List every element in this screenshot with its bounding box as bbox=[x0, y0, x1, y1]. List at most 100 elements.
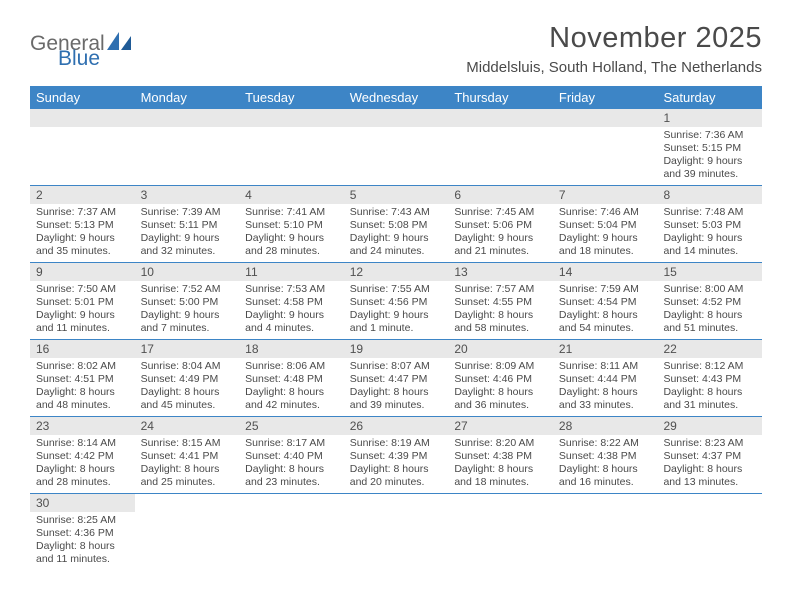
sunrise-text: Sunrise: 8:22 AM bbox=[559, 437, 652, 450]
daylight-text: Daylight: 8 hours bbox=[454, 386, 547, 399]
sunset-text: Sunset: 5:15 PM bbox=[663, 142, 756, 155]
calendar-day bbox=[448, 109, 553, 185]
sunset-text: Sunset: 5:01 PM bbox=[36, 296, 129, 309]
sunrise-text: Sunrise: 7:41 AM bbox=[245, 206, 338, 219]
sunrise-text: Sunrise: 8:07 AM bbox=[350, 360, 443, 373]
sunrise-text: Sunrise: 8:17 AM bbox=[245, 437, 338, 450]
daylight-text: Daylight: 9 hours bbox=[141, 232, 234, 245]
calendar-day: 14Sunrise: 7:59 AMSunset: 4:54 PMDayligh… bbox=[553, 263, 658, 339]
daylight-text: and 20 minutes. bbox=[350, 476, 443, 489]
day-details: Sunrise: 8:20 AMSunset: 4:38 PMDaylight:… bbox=[448, 435, 553, 493]
calendar-day: 5Sunrise: 7:43 AMSunset: 5:08 PMDaylight… bbox=[344, 186, 449, 262]
day-number bbox=[657, 494, 762, 512]
daylight-text: Daylight: 8 hours bbox=[559, 463, 652, 476]
logo-text-blue-wrap: Blue bbox=[58, 47, 100, 71]
weekday-header: Wednesday bbox=[344, 86, 449, 109]
calendar-table: Sunday Monday Tuesday Wednesday Thursday… bbox=[30, 86, 762, 570]
calendar-day: 21Sunrise: 8:11 AMSunset: 4:44 PMDayligh… bbox=[553, 340, 658, 416]
daylight-text: and 48 minutes. bbox=[36, 399, 129, 412]
daylight-text: and 35 minutes. bbox=[36, 245, 129, 258]
daylight-text: and 7 minutes. bbox=[141, 322, 234, 335]
calendar-day: 26Sunrise: 8:19 AMSunset: 4:39 PMDayligh… bbox=[344, 417, 449, 493]
calendar-day: 3Sunrise: 7:39 AMSunset: 5:11 PMDaylight… bbox=[135, 186, 240, 262]
day-details: Sunrise: 8:04 AMSunset: 4:49 PMDaylight:… bbox=[135, 358, 240, 416]
daylight-text: and 42 minutes. bbox=[245, 399, 338, 412]
daylight-text: and 24 minutes. bbox=[350, 245, 443, 258]
daylight-text: and 13 minutes. bbox=[663, 476, 756, 489]
sunrise-text: Sunrise: 8:12 AM bbox=[663, 360, 756, 373]
sunrise-text: Sunrise: 8:20 AM bbox=[454, 437, 547, 450]
day-details: Sunrise: 8:25 AMSunset: 4:36 PMDaylight:… bbox=[30, 512, 135, 570]
daylight-text: Daylight: 9 hours bbox=[663, 155, 756, 168]
calendar-day: 12Sunrise: 7:55 AMSunset: 4:56 PMDayligh… bbox=[344, 263, 449, 339]
calendar-day: 4Sunrise: 7:41 AMSunset: 5:10 PMDaylight… bbox=[239, 186, 344, 262]
daylight-text: Daylight: 8 hours bbox=[141, 386, 234, 399]
daylight-text: and 11 minutes. bbox=[36, 322, 129, 335]
daylight-text: and 39 minutes. bbox=[350, 399, 443, 412]
daylight-text: and 23 minutes. bbox=[245, 476, 338, 489]
daylight-text: Daylight: 8 hours bbox=[454, 463, 547, 476]
day-number bbox=[135, 109, 240, 127]
weekday-header: Friday bbox=[553, 86, 658, 109]
daylight-text: and 1 minute. bbox=[350, 322, 443, 335]
daylight-text: and 11 minutes. bbox=[36, 553, 129, 566]
day-number bbox=[239, 494, 344, 512]
sunrise-text: Sunrise: 8:02 AM bbox=[36, 360, 129, 373]
calendar-day: 9Sunrise: 7:50 AMSunset: 5:01 PMDaylight… bbox=[30, 263, 135, 339]
day-details: Sunrise: 8:15 AMSunset: 4:41 PMDaylight:… bbox=[135, 435, 240, 493]
day-number: 8 bbox=[657, 186, 762, 204]
day-number: 7 bbox=[553, 186, 658, 204]
day-details: Sunrise: 7:37 AMSunset: 5:13 PMDaylight:… bbox=[30, 204, 135, 262]
logo-sail-icon bbox=[107, 30, 133, 55]
day-details: Sunrise: 8:17 AMSunset: 4:40 PMDaylight:… bbox=[239, 435, 344, 493]
calendar-day: 24Sunrise: 8:15 AMSunset: 4:41 PMDayligh… bbox=[135, 417, 240, 493]
sunset-text: Sunset: 5:10 PM bbox=[245, 219, 338, 232]
weekday-header: Sunday bbox=[30, 86, 135, 109]
day-number: 1 bbox=[657, 109, 762, 127]
calendar-day: 23Sunrise: 8:14 AMSunset: 4:42 PMDayligh… bbox=[30, 417, 135, 493]
day-details: Sunrise: 8:12 AMSunset: 4:43 PMDaylight:… bbox=[657, 358, 762, 416]
sunset-text: Sunset: 4:51 PM bbox=[36, 373, 129, 386]
daylight-text: and 54 minutes. bbox=[559, 322, 652, 335]
sunrise-text: Sunrise: 7:52 AM bbox=[141, 283, 234, 296]
day-number: 12 bbox=[344, 263, 449, 281]
sunrise-text: Sunrise: 8:19 AM bbox=[350, 437, 443, 450]
sunrise-text: Sunrise: 7:39 AM bbox=[141, 206, 234, 219]
sunrise-text: Sunrise: 7:37 AM bbox=[36, 206, 129, 219]
sunset-text: Sunset: 4:43 PM bbox=[663, 373, 756, 386]
sunset-text: Sunset: 5:11 PM bbox=[141, 219, 234, 232]
daylight-text: and 28 minutes. bbox=[36, 476, 129, 489]
day-details: Sunrise: 8:23 AMSunset: 4:37 PMDaylight:… bbox=[657, 435, 762, 493]
daylight-text: and 25 minutes. bbox=[141, 476, 234, 489]
day-number: 5 bbox=[344, 186, 449, 204]
calendar-week: 16 Sunrise: 8:02 AMSunset: 4:51 PM Dayligh… bbox=[30, 340, 762, 417]
day-details: Sunrise: 8:22 AMSunset: 4:38 PMDaylight:… bbox=[553, 435, 658, 493]
calendar-day: 10Sunrise: 7:52 AMSunset: 5:00 PMDayligh… bbox=[135, 263, 240, 339]
sunset-text: Sunset: 4:56 PM bbox=[350, 296, 443, 309]
daylight-text: and 4 minutes. bbox=[245, 322, 338, 335]
calendar-day: 1Sunrise: 7:36 AMSunset: 5:15 PMDaylight… bbox=[657, 109, 762, 185]
sunset-text: Sunset: 4:46 PM bbox=[454, 373, 547, 386]
day-details: Sunrise: 7:39 AMSunset: 5:11 PMDaylight:… bbox=[135, 204, 240, 262]
calendar-day: 18Sunrise: 8:06 AMSunset: 4:48 PMDayligh… bbox=[239, 340, 344, 416]
sunset-text: Sunset: 4:41 PM bbox=[141, 450, 234, 463]
day-details: Sunrise: 7:41 AMSunset: 5:10 PMDaylight:… bbox=[239, 204, 344, 262]
day-number: 26 bbox=[344, 417, 449, 435]
day-number: 17 bbox=[135, 340, 240, 358]
weekday-header: Saturday bbox=[657, 86, 762, 109]
sunset-text: Sunset: 4:44 PM bbox=[559, 373, 652, 386]
calendar-day: 19Sunrise: 8:07 AMSunset: 4:47 PMDayligh… bbox=[344, 340, 449, 416]
calendar-day: 27Sunrise: 8:20 AMSunset: 4:38 PMDayligh… bbox=[448, 417, 553, 493]
day-number: 9 bbox=[30, 263, 135, 281]
day-number: 16 bbox=[30, 340, 135, 358]
day-details: Sunrise: 8:07 AMSunset: 4:47 PMDaylight:… bbox=[344, 358, 449, 416]
daylight-text: Daylight: 9 hours bbox=[245, 232, 338, 245]
daylight-text: and 18 minutes. bbox=[454, 476, 547, 489]
daylight-text: Daylight: 8 hours bbox=[245, 386, 338, 399]
daylight-text: Daylight: 9 hours bbox=[350, 309, 443, 322]
sunset-text: Sunset: 4:55 PM bbox=[454, 296, 547, 309]
day-details: Sunrise: 7:55 AMSunset: 4:56 PMDaylight:… bbox=[344, 281, 449, 339]
day-number: 11 bbox=[239, 263, 344, 281]
day-number: 25 bbox=[239, 417, 344, 435]
daylight-text: Daylight: 8 hours bbox=[559, 386, 652, 399]
